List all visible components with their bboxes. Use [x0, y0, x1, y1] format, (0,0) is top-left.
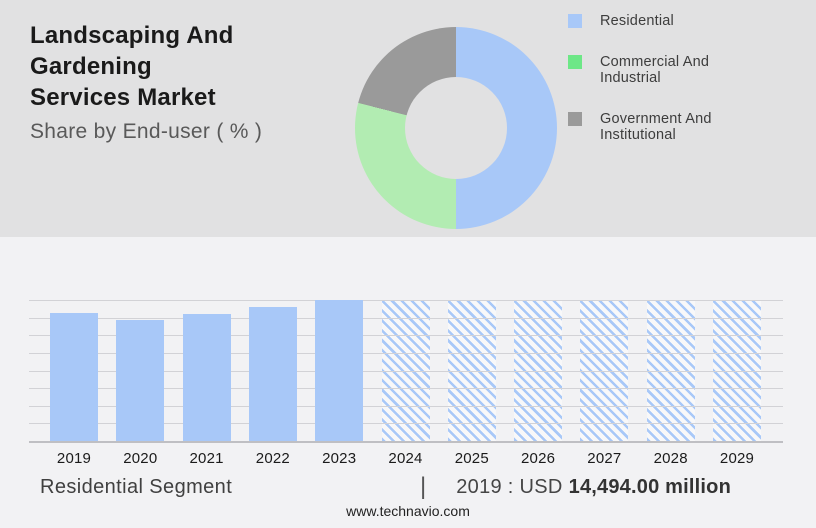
- legend-swatch-residential: [568, 14, 582, 28]
- legend-label: Government And Institutional: [600, 110, 712, 144]
- website-url: www.technavio.com: [346, 503, 470, 519]
- value-annotation: | 2019 : USD 14,494.00 million: [420, 473, 731, 501]
- header-section: Landscaping And Gardening Services Marke…: [0, 0, 816, 237]
- page-title-line1: Landscaping And Gardening: [30, 22, 234, 80]
- separator-bar: |: [420, 473, 427, 500]
- bar-chart-section: 2019 2020 2021 2022 2023 2024 2025 2026 2027 2028…: [0, 237, 816, 528]
- x-axis-label-2020: 2020: [123, 450, 158, 467]
- legend-swatch-government-institutional: [568, 111, 582, 126]
- page-title-line2: Services Market: [30, 84, 216, 111]
- bar-2020: [116, 319, 165, 441]
- x-axis-line: [29, 441, 783, 443]
- value-amount: 14,494.00 million: [568, 475, 731, 498]
- legend-label: Commercial And Industrial: [600, 53, 710, 87]
- bar-2021: [182, 314, 231, 441]
- bar-chart: 2019 2020 2021 2022 2023 2024 2025 2026 2027 2028…: [29, 237, 783, 528]
- gridline: [29, 423, 783, 425]
- legend-item-government-institutional: Government And Institutional: [568, 111, 783, 144]
- segment-label: Residential Segment: [40, 476, 233, 498]
- legend-label: Residential: [600, 13, 674, 29]
- x-axis-label-2025: 2025: [454, 450, 489, 467]
- legend-swatch-commercial-industrial: [568, 54, 582, 69]
- gridline: [29, 335, 783, 337]
- legend-item-residential: Residential: [568, 13, 783, 30]
- x-axis-label-2028: 2028: [653, 450, 688, 467]
- bar-2019: [50, 312, 98, 441]
- gridline: [29, 317, 783, 319]
- gridline: [29, 388, 783, 390]
- bar-2022: [248, 307, 297, 441]
- value-prefix: 2019 : USD: [456, 475, 563, 498]
- x-axis-label-2024: 2024: [388, 450, 423, 467]
- x-axis-label-2023: 2023: [322, 450, 357, 467]
- x-axis-label-2021: 2021: [189, 450, 224, 467]
- x-axis-label-2027: 2027: [587, 450, 622, 467]
- gridline: [29, 370, 783, 372]
- gridline: [29, 300, 783, 301]
- donut-chart: [355, 27, 557, 229]
- page-subtitle: Share by End-user ( % ): [30, 120, 263, 143]
- gridline: [29, 405, 783, 407]
- bar-2023: [315, 300, 364, 441]
- x-axis-label-2022: 2022: [255, 450, 290, 467]
- gridline: [29, 352, 783, 354]
- x-axis-label-2026: 2026: [521, 450, 556, 467]
- x-axis-label-2019: 2019: [56, 450, 92, 467]
- legend-item-commercial-industrial: Commercial And Industrial: [568, 54, 783, 87]
- x-axis-label-2029: 2029: [719, 450, 755, 467]
- donut-legend: Residential Commercial And Industrial Go…: [568, 13, 783, 144]
- title-block: Landscaping And Gardening Services Marke…: [30, 20, 350, 144]
- donut-hole: [405, 77, 507, 179]
